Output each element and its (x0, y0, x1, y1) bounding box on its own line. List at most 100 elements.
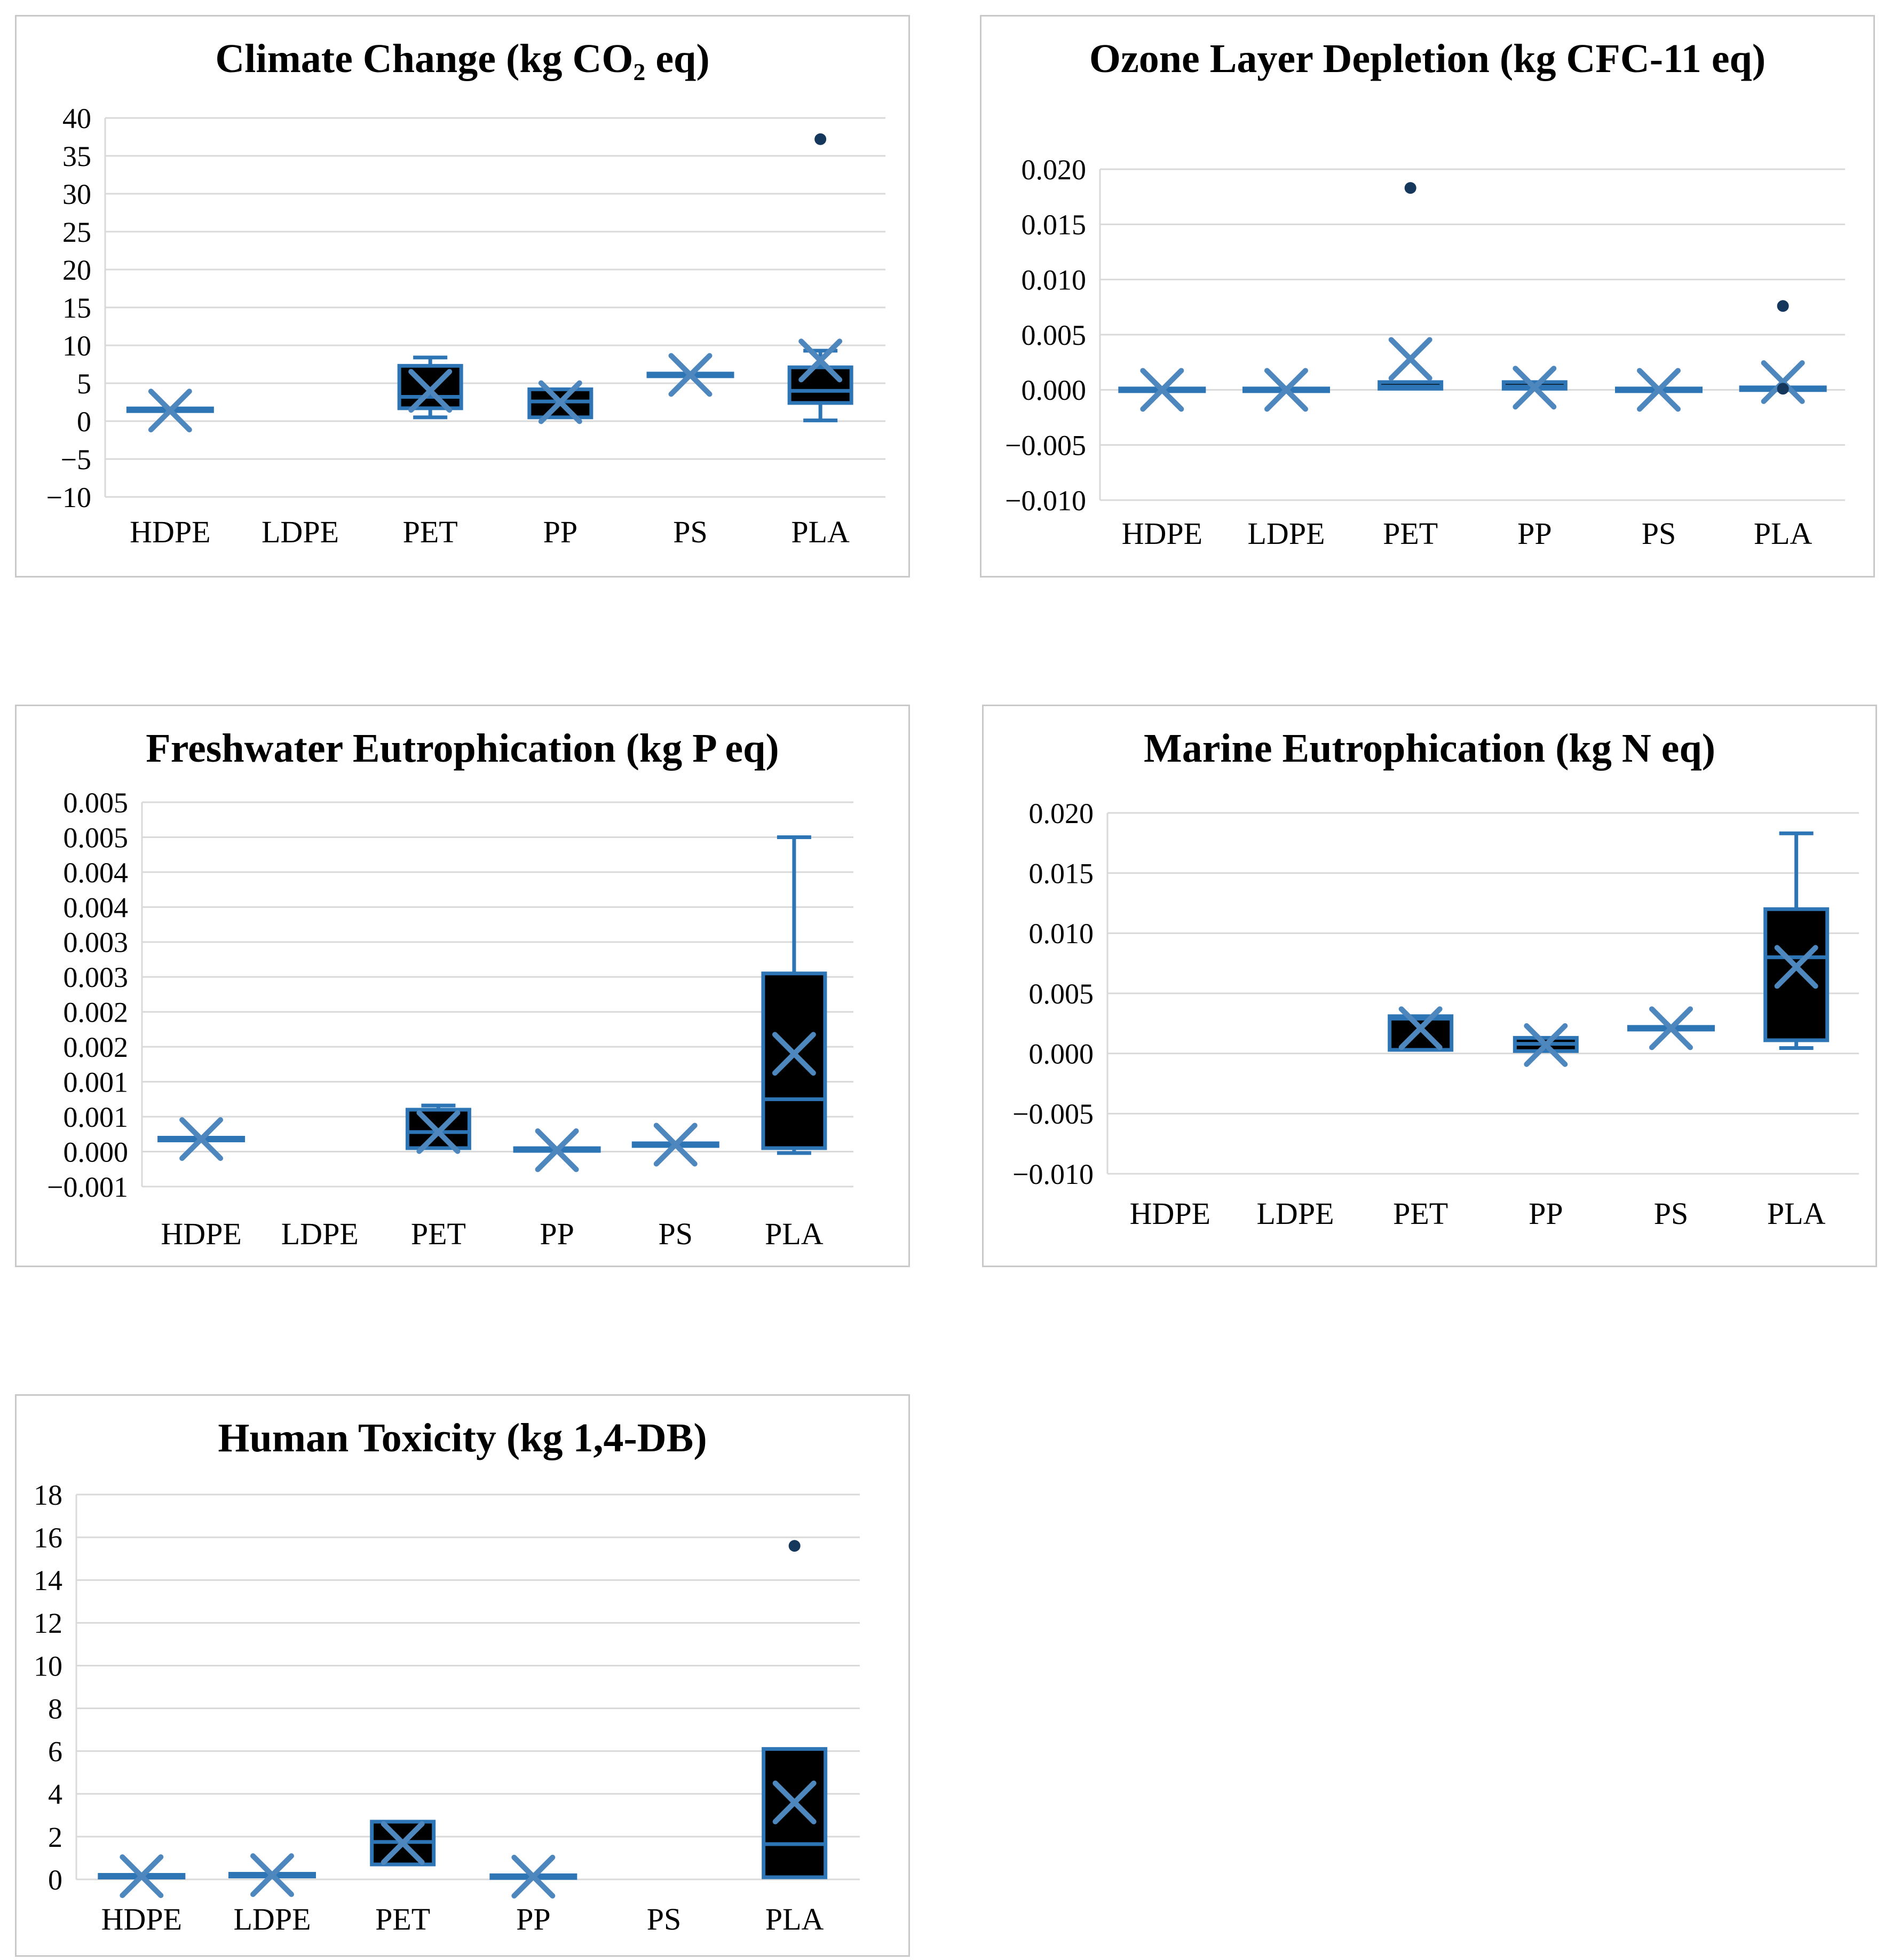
mean-marker (120, 1854, 164, 1898)
x-category-label: PP (516, 1902, 551, 1937)
mean-marker (1264, 368, 1308, 412)
mean-marker (408, 369, 453, 413)
mean-marker (511, 1854, 556, 1899)
series-PP (489, 1854, 577, 1899)
y-axis-tick-labels: 0.020 0.015 0.010 0.005 0.000 −0.005 −0.010 (1012, 797, 1094, 1190)
x-category-label: PP (1529, 1196, 1563, 1231)
x-category-label: PET (403, 515, 458, 549)
mean-marker (653, 1123, 698, 1167)
y-tick-label: 5 (77, 368, 91, 400)
y-tick-label: 0.003 (64, 927, 129, 959)
mean-marker (1524, 1023, 1568, 1067)
boxplot-climate-change: 40 35 30 25 20 15 10 5 0 −5 −10 HDPE LDPE PET PP PS PLA (46, 102, 885, 549)
series-LDPE (228, 1853, 316, 1897)
gridlines (1100, 168, 1845, 501)
mean-marker (538, 380, 582, 424)
x-category-label: PLA (791, 515, 850, 549)
series-PLA (762, 1540, 828, 1879)
series-PP (513, 1128, 601, 1172)
y-tick-label: 0 (48, 1864, 62, 1896)
mean-marker (772, 1032, 816, 1076)
y-tick-label: 14 (34, 1564, 62, 1597)
mean-marker (1761, 360, 1805, 404)
y-tick-label: 20 (62, 254, 91, 286)
x-category-label: PET (375, 1902, 430, 1937)
y-tick-label: 0.001 (64, 1101, 129, 1133)
series-PLA (761, 835, 827, 1155)
y-tick-label: 0.010 (1022, 264, 1087, 296)
mean-marker (1140, 368, 1184, 412)
gridlines (1107, 812, 1859, 1175)
series-PLA (1739, 300, 1827, 404)
y-tick-label: 10 (34, 1650, 62, 1682)
mean-marker (1637, 368, 1681, 412)
chart-title-climate-change: Climate Change (kg CO₂ eq) (215, 36, 710, 81)
y-tick-label: 0.003 (64, 961, 129, 993)
x-category-label: LDPE (234, 1902, 311, 1937)
x-category-label: HDPE (161, 1216, 241, 1251)
mean-marker (1649, 1006, 1693, 1050)
y-tick-label: 0.020 (1029, 797, 1094, 829)
series-PET (370, 1820, 436, 1867)
y-tick-label: 35 (62, 140, 91, 172)
x-category-label: HDPE (101, 1902, 182, 1937)
y-tick-label: −10 (46, 481, 91, 513)
y-axis-tick-labels: 0.020 0.015 0.010 0.005 0.000 −0.005 −0.010 (1005, 154, 1086, 517)
mean-marker (250, 1853, 294, 1897)
series-PLA (787, 133, 853, 423)
mean-marker (148, 389, 192, 433)
y-tick-label: 12 (34, 1607, 62, 1639)
series-PS (1627, 1006, 1715, 1050)
box (1763, 907, 1830, 1042)
x-category-label: HDPE (130, 515, 210, 549)
chart-panel-human-toxicity: Human Toxicity (kg 1,4-DB) 18 16 14 12 10 8 6 4… (15, 1394, 910, 1957)
x-category-label: PP (540, 1216, 574, 1251)
mean-marker (1774, 945, 1818, 989)
x-category-label: PLA (765, 1216, 824, 1251)
y-tick-label: 30 (62, 178, 91, 210)
box (787, 365, 853, 405)
x-category-label: PLA (1767, 1196, 1826, 1231)
x-category-label: LDPE (1257, 1196, 1334, 1231)
y-tick-label: −0.005 (1005, 430, 1086, 462)
y-tick-label: 0.001 (64, 1066, 129, 1098)
outlier-point (814, 133, 827, 145)
mean-marker (381, 1821, 425, 1865)
chart-title-marine-eutrophication: Marine Eutrophication (kg N eq) (1143, 726, 1716, 771)
mean-marker (1388, 337, 1432, 381)
series-PET (405, 1103, 471, 1154)
y-tick-label: −0.001 (47, 1171, 128, 1203)
y-tick-label: 0.000 (64, 1136, 129, 1168)
series-HDPE (1118, 368, 1206, 412)
series-PET (1378, 182, 1444, 391)
x-category-label: PS (1654, 1196, 1689, 1231)
series-PS (631, 1123, 719, 1167)
x-category-label: LDPE (262, 515, 339, 549)
y-tick-label: 0.015 (1029, 858, 1094, 890)
mean-marker (772, 1780, 817, 1824)
mean-marker (1513, 366, 1557, 410)
chart-panel-marine-eutrophication: Marine Eutrophication (kg N eq) 0.020 0.0… (982, 705, 1877, 1267)
x-category-label: HDPE (1122, 516, 1202, 551)
x-category-label: PS (647, 1902, 682, 1937)
y-tick-label: 0.005 (1022, 319, 1087, 351)
x-category-label: PLA (1754, 516, 1812, 551)
chart-panel-freshwater-eutrophication: Freshwater Eutrophication (kg P eq) 0.00… (15, 705, 910, 1267)
y-tick-label: 25 (62, 216, 91, 248)
series-HDPE (98, 1854, 186, 1898)
gridlines (76, 1493, 860, 1880)
y-tick-label: 0.010 (1029, 918, 1094, 950)
y-tick-label: 8 (48, 1693, 62, 1725)
y-tick-label: 16 (34, 1522, 62, 1554)
x-category-label: PS (673, 515, 708, 549)
x-category-label: PET (411, 1216, 466, 1251)
y-tick-label: 4 (48, 1779, 62, 1811)
y-tick-label: −5 (61, 444, 91, 476)
series-PET (397, 355, 463, 420)
y-tick-label: 0.002 (64, 1031, 129, 1063)
y-tick-label: 0 (77, 406, 91, 438)
mean-marker (668, 353, 713, 397)
mean-marker (535, 1128, 579, 1172)
